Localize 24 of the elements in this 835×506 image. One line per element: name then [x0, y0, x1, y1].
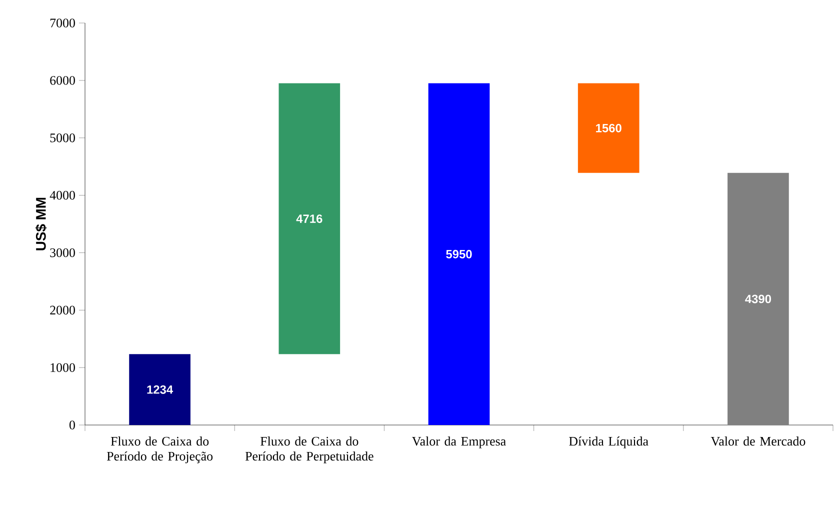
- y-tick-label: 4000: [50, 190, 75, 200]
- x-tick-label: Dívida Líquida: [569, 436, 648, 448]
- data-label: 1560: [596, 124, 622, 132]
- data-label: 4390: [745, 294, 772, 304]
- y-axis-title: US$ MM: [35, 198, 47, 250]
- x-tick-label: Fluxo de Caixa do Período de Perpetuidade: [245, 436, 374, 464]
- y-tick-label: 7000: [50, 18, 75, 28]
- y-tick-label: 3000: [50, 248, 75, 258]
- y-tick-label: 1000: [50, 363, 75, 372]
- bar: [428, 83, 490, 425]
- data-label: 5950: [446, 250, 472, 258]
- bar: [728, 172, 789, 425]
- y-tick-label: 2000: [50, 306, 75, 315]
- x-tick-label: Valor de Mercado: [710, 436, 806, 446]
- data-label: 1234: [147, 385, 174, 394]
- bar: [129, 354, 190, 425]
- y-tick-label: 0: [70, 420, 75, 430]
- y-tick-label: 5000: [50, 133, 75, 142]
- y-tick-label: 6000: [50, 76, 75, 85]
- bar: [278, 83, 340, 354]
- data-label: 4716: [296, 214, 322, 223]
- x-tick-label: Fluxo de Caixa do Período de Projeção: [106, 436, 213, 464]
- x-tick-label: Valor da Empresa: [412, 436, 506, 448]
- bar: [578, 83, 640, 173]
